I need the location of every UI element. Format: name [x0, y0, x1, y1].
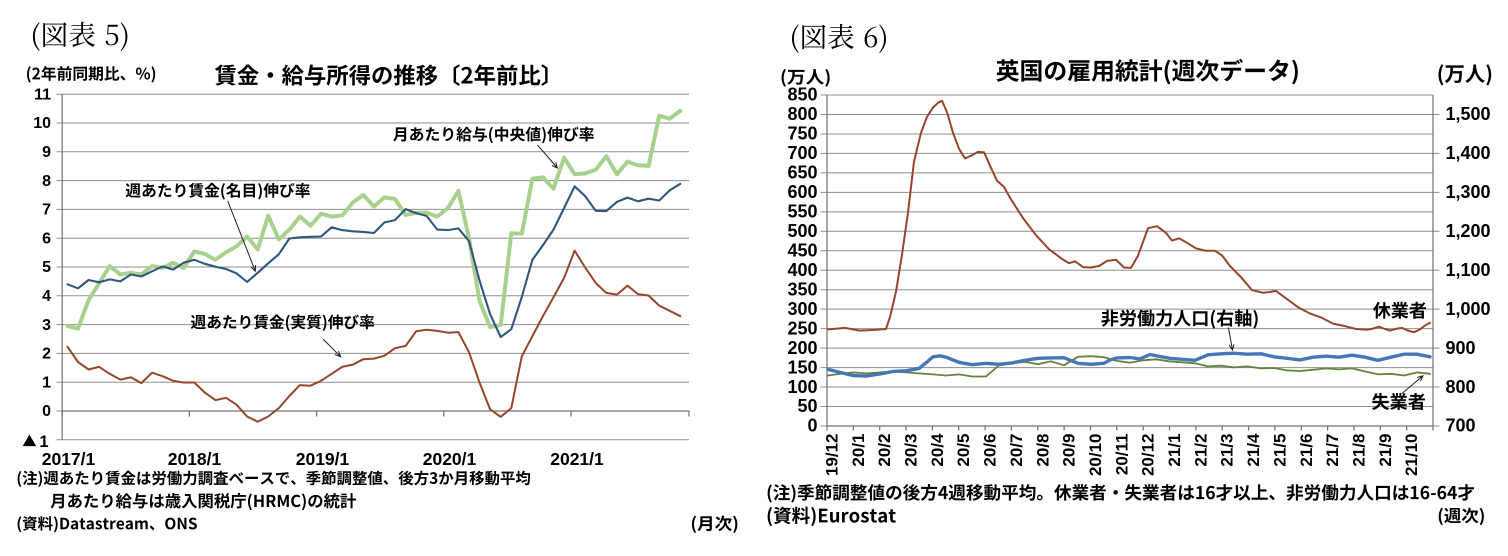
- svg-text:21/10: 21/10: [1402, 434, 1421, 477]
- svg-text:20/6: 20/6: [981, 434, 1000, 467]
- svg-text:2021/1: 2021/1: [550, 449, 604, 469]
- svg-text:1,300: 1,300: [1446, 182, 1491, 202]
- svg-text:2019/1: 2019/1: [296, 449, 350, 469]
- svg-text:20/1: 20/1: [849, 434, 868, 467]
- svg-text:7: 7: [42, 202, 51, 219]
- svg-text:1,500: 1,500: [1446, 104, 1491, 124]
- svg-text:350: 350: [787, 279, 817, 299]
- svg-text:150: 150: [787, 357, 817, 377]
- svg-text:20/9: 20/9: [1060, 434, 1079, 467]
- svg-text:4: 4: [42, 288, 51, 305]
- svg-text:20/7: 20/7: [1007, 434, 1026, 467]
- svg-text:1,400: 1,400: [1446, 143, 1491, 163]
- svg-text:6: 6: [42, 230, 51, 247]
- svg-text:2020/1: 2020/1: [423, 449, 477, 469]
- svg-text:850: 850: [787, 85, 817, 105]
- svg-text:1,100: 1,100: [1446, 260, 1491, 280]
- svg-text:11: 11: [34, 86, 51, 103]
- svg-text:550: 550: [787, 202, 817, 222]
- svg-text:21/7: 21/7: [1323, 434, 1342, 467]
- svg-text:1: 1: [39, 433, 48, 451]
- svg-text:2017/1: 2017/1: [42, 449, 96, 469]
- svg-text:250: 250: [787, 318, 817, 338]
- svg-text:1: 1: [42, 374, 51, 391]
- svg-text:700: 700: [787, 143, 817, 163]
- svg-text:1,200: 1,200: [1446, 221, 1491, 241]
- svg-text:500: 500: [787, 221, 817, 241]
- svg-text:450: 450: [787, 241, 817, 261]
- svg-text:200: 200: [787, 338, 817, 358]
- svg-text:300: 300: [787, 299, 817, 319]
- svg-text:20/5: 20/5: [954, 434, 973, 467]
- svg-text:400: 400: [787, 260, 817, 280]
- svg-text:20/3: 20/3: [902, 434, 921, 467]
- svg-text:10: 10: [33, 115, 51, 132]
- svg-text:21/2: 21/2: [1191, 434, 1210, 467]
- svg-text:750: 750: [787, 124, 817, 144]
- svg-text:1,000: 1,000: [1446, 299, 1491, 319]
- svg-text:800: 800: [1446, 377, 1476, 397]
- svg-text:21/9: 21/9: [1376, 434, 1395, 467]
- svg-text:700: 700: [1446, 416, 1476, 436]
- svg-text:100: 100: [787, 377, 817, 397]
- svg-text:5: 5: [42, 259, 51, 276]
- svg-text:600: 600: [787, 182, 817, 202]
- svg-text:0: 0: [807, 416, 817, 436]
- svg-text:50: 50: [797, 396, 817, 416]
- svg-text:800: 800: [787, 104, 817, 124]
- svg-text:21/4: 21/4: [1244, 433, 1263, 467]
- svg-text:20/12: 20/12: [1139, 434, 1158, 477]
- svg-text:20/10: 20/10: [1086, 434, 1105, 477]
- svg-text:21/1: 21/1: [1165, 434, 1184, 467]
- svg-text:2: 2: [42, 346, 51, 363]
- svg-text:9: 9: [42, 144, 51, 161]
- svg-text:21/6: 21/6: [1297, 434, 1316, 467]
- svg-text:3: 3: [42, 317, 51, 334]
- svg-text:8: 8: [42, 173, 51, 190]
- svg-text:20/2: 20/2: [875, 434, 894, 467]
- svg-text:900: 900: [1446, 338, 1476, 358]
- svg-text:2018/1: 2018/1: [168, 449, 222, 469]
- svg-text:21/3: 21/3: [1218, 434, 1237, 467]
- svg-text:19/12: 19/12: [823, 434, 842, 477]
- svg-text:650: 650: [787, 163, 817, 183]
- svg-text:21/5: 21/5: [1270, 434, 1289, 467]
- svg-text:20/11: 20/11: [1112, 434, 1131, 476]
- svg-text:20/4: 20/4: [928, 433, 947, 467]
- svg-text:20/8: 20/8: [1033, 434, 1052, 467]
- svg-text:0: 0: [42, 403, 51, 420]
- svg-text:21/8: 21/8: [1350, 434, 1369, 467]
